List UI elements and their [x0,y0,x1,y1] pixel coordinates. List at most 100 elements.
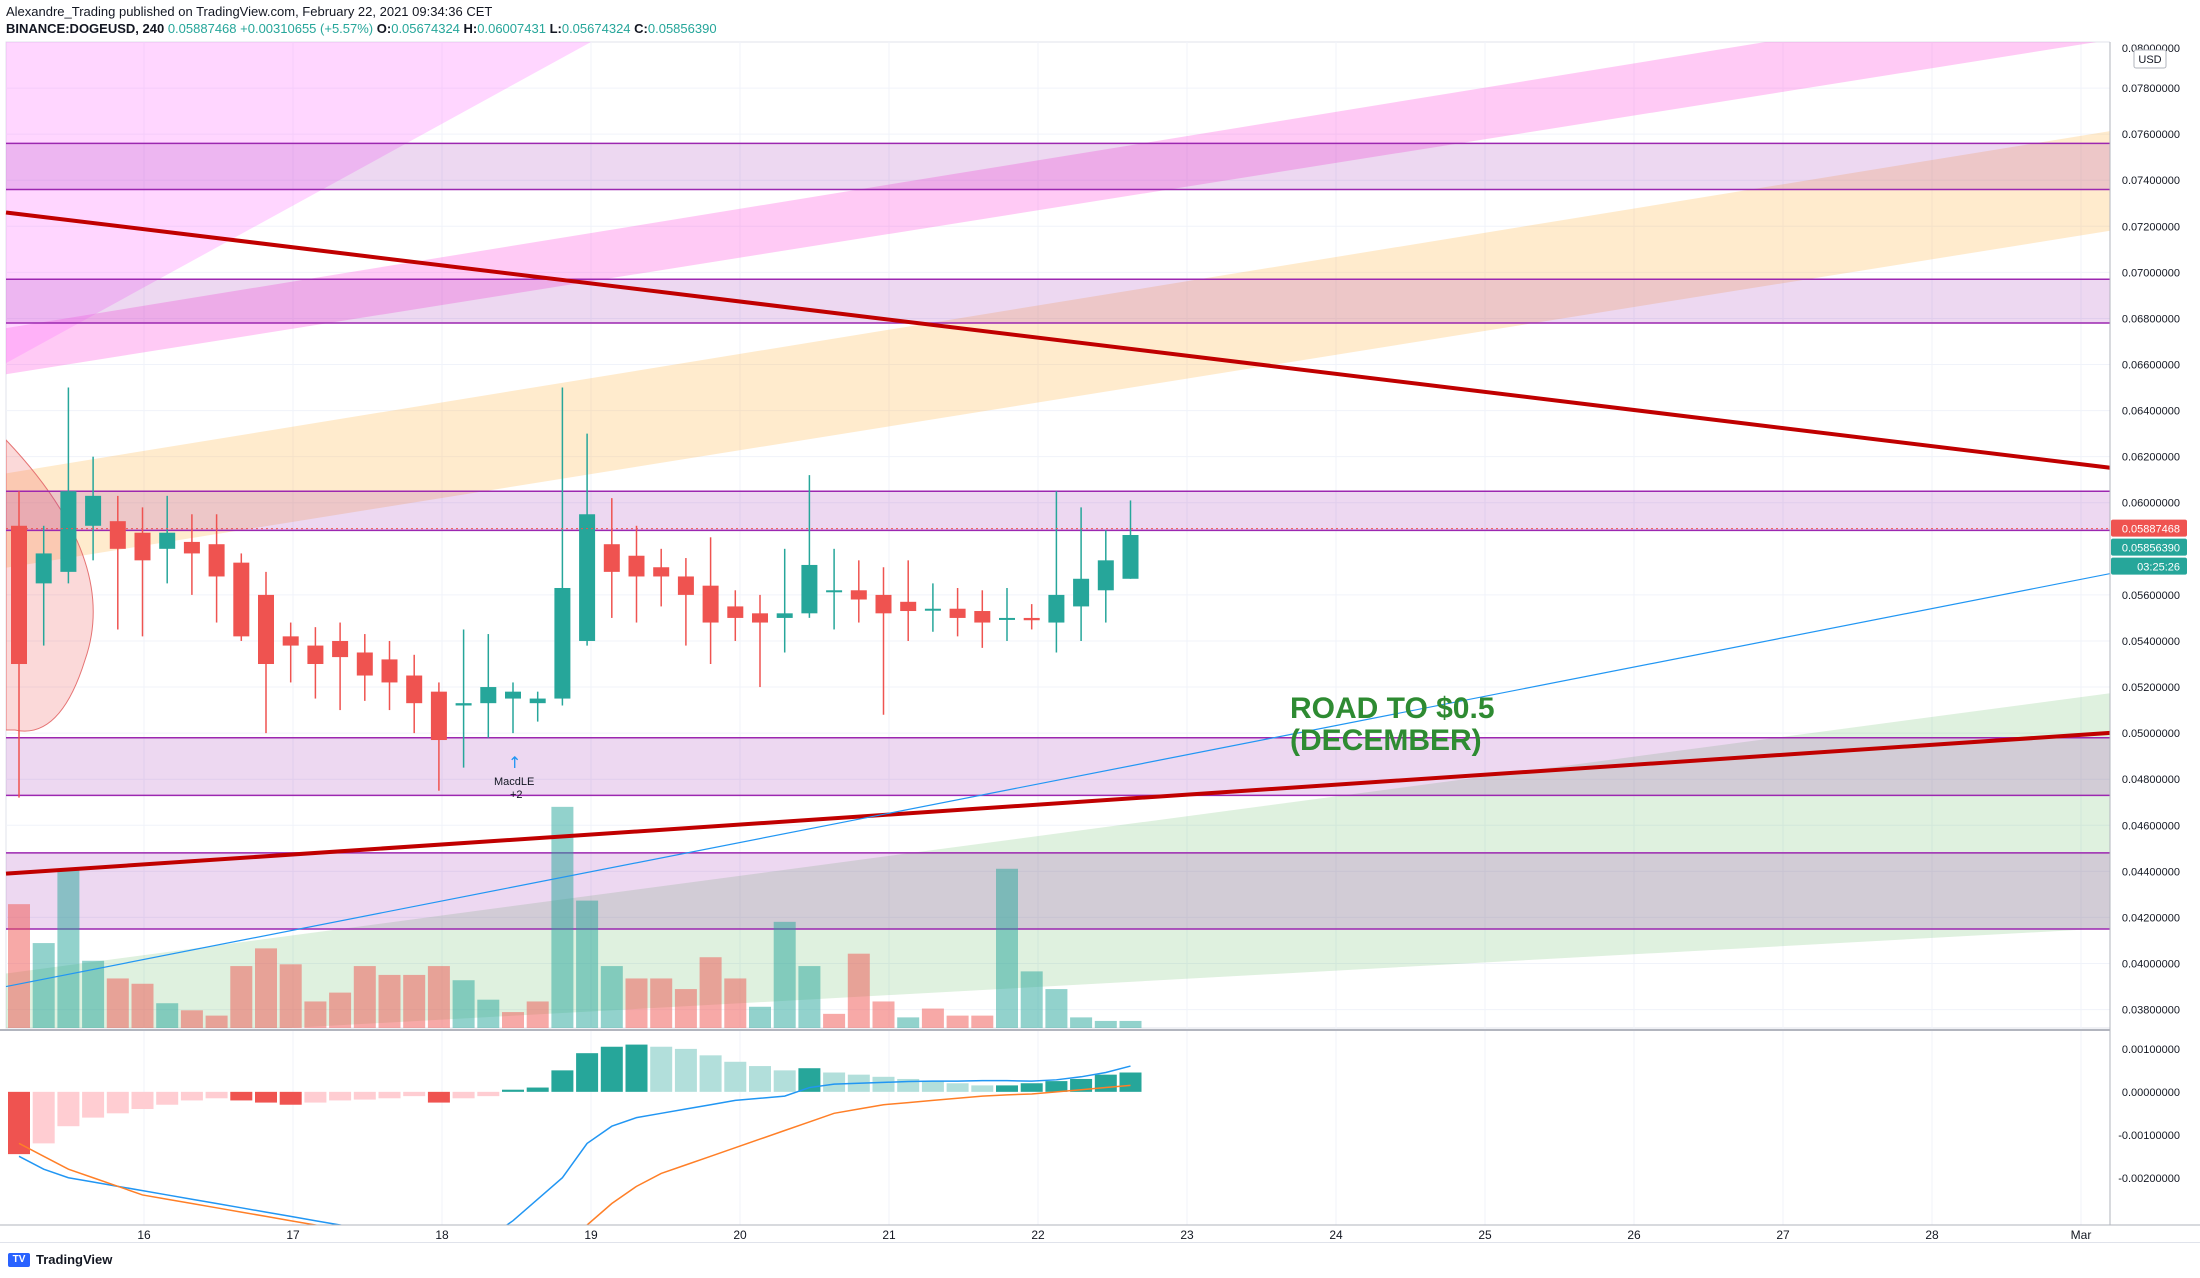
volume-bar-5 [131,983,154,1028]
volume-bar-39 [971,1015,994,1028]
price-axis: 0.07800000 0.07600000 0.07400000 0.07200000… [2109,0,2200,1242]
y-tick-7: 0.06400000 [2122,406,2180,418]
volume-bar-37 [921,1008,944,1028]
macd-hist-22 [551,1070,574,1092]
macd-hist-38 [946,1083,969,1092]
candle-body-1 [35,553,52,584]
candle-body-7 [183,541,200,554]
volume-bar-33 [823,1013,846,1028]
volume-bars [8,806,1142,1028]
signal-marker-label: MacdLE [494,776,534,788]
volume-bar-18 [452,980,475,1028]
volume-bar-14 [353,966,376,1028]
macd-hist-44 [1094,1074,1117,1092]
candle-body-3 [85,495,102,526]
macd-hist-17 [427,1091,450,1103]
zone-1 [6,279,2110,324]
macd-hist-20 [502,1089,524,1092]
x-tick-5: 21 [882,1228,896,1242]
macd-hist-39 [971,1085,994,1092]
x-tick-9: 25 [1478,1228,1492,1242]
volume-bar-26 [650,978,673,1028]
close-label: C: [634,21,648,36]
price-chart[interactable]: 0.07800000 0.07600000 0.07400000 0.07200000… [0,0,2200,1242]
candle-body-23 [579,514,596,641]
y-tick-6: 0.06600000 [2122,360,2180,372]
y-tick-3: 0.07200000 [2122,221,2180,233]
volume-bar-15 [378,974,401,1028]
candle-body-13 [332,640,349,658]
change-value: +0.00310655 (+5.57%) [240,21,374,36]
candle-body-5 [134,532,151,561]
y-tick-17: 0.04200000 [2122,912,2180,924]
publish-info: Alexandre_Trading published on TradingVi… [6,4,493,19]
volume-bar-0 [8,904,30,1028]
macd-y-tick-1: 0.00000000 [2122,1087,2180,1099]
macd-hist-32 [798,1068,821,1092]
macd-hist-9 [230,1091,253,1101]
x-tick-3: 19 [584,1228,598,1242]
candle-body-31 [776,613,793,618]
macd-hist-28 [699,1055,722,1092]
macd-hist-12 [304,1091,327,1103]
last-price-label: 0.05887468 [2122,524,2180,536]
macd-hist-27 [674,1048,697,1092]
x-tick-13: Mar [2071,1228,2092,1242]
candle-body-4 [109,521,126,549]
volume-bar-10 [255,948,277,1028]
footer: TV TradingView [0,1242,2200,1278]
candle-body-0 [11,525,27,665]
volume-bar-28 [699,957,722,1028]
macd-hist-40 [996,1085,1018,1092]
candle-body-16 [406,675,423,704]
macd-hist-3 [82,1091,105,1118]
macd-hist-10 [255,1091,277,1103]
candle-body-40 [999,617,1015,620]
volume-bar-19 [477,999,500,1028]
y-tick-4: 0.07000000 [2122,267,2180,279]
close-price-label: 0.05856390 [2122,543,2180,555]
trend-lines [5,210,2200,988]
volume-bar-12 [304,1001,327,1028]
y-tick-13: 0.05000000 [2122,728,2180,740]
macd-y-tick-0: 0.00100000 [2122,1044,2180,1056]
candle-body-12 [307,645,324,665]
candle-body-21 [529,698,546,704]
volume-bar-17 [427,966,450,1028]
candle-body-9 [233,562,250,637]
open-label: O: [376,21,392,36]
volume-bar-35 [872,1001,895,1028]
volume-bar-43 [1070,1017,1093,1028]
currency-label: USD [2138,54,2161,66]
macd-hist-29 [724,1061,747,1092]
price-pane-bg [5,41,2111,1029]
zone-3 [6,737,2110,796]
candle-body-44 [1097,560,1114,591]
x-tick-12: 28 [1925,1228,1939,1242]
candle-body-20 [505,691,521,699]
macd-hist-4 [106,1091,129,1114]
x-tick-10: 26 [1627,1228,1641,1242]
y-tick-5: 0.06800000 [2122,313,2180,325]
volume-bar-16 [403,974,426,1028]
symbol-label[interactable]: BINANCE:DOGEUSD, 240 [6,21,165,36]
chart-background [5,41,2111,1029]
ellipse-highlight [6,439,94,732]
candle-body-33 [826,590,843,593]
tradingview-logo[interactable]: TV TradingView [8,1252,112,1267]
volume-bar-23 [576,900,599,1028]
macd-hist-8 [205,1091,228,1099]
volume-bar-32 [798,966,821,1028]
x-tick-0: 16 [137,1228,151,1242]
candle-body-2 [60,491,77,572]
macd-hist-31 [773,1070,796,1092]
volume-bar-11 [279,964,302,1028]
candle-body-30 [752,613,768,623]
volume-bar-42 [1045,989,1068,1028]
macd-hist-15 [378,1091,401,1099]
volume-bar-9 [230,966,253,1028]
y-tick-15: 0.04600000 [2122,820,2180,832]
candle-body-43 [1073,578,1090,607]
triangle-lower-line [5,724,2200,876]
candle-body-41 [1023,617,1040,621]
